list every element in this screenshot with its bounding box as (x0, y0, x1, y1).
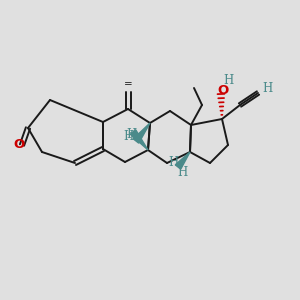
Text: H: H (223, 74, 233, 86)
Text: H: H (262, 82, 272, 94)
Polygon shape (133, 123, 150, 143)
Polygon shape (130, 130, 148, 150)
Text: O: O (218, 83, 229, 97)
Text: H: H (123, 130, 133, 143)
Text: O: O (14, 139, 25, 152)
Text: H: H (168, 155, 178, 169)
Text: H: H (177, 166, 187, 178)
Text: H: H (126, 128, 136, 142)
Text: =: = (124, 79, 132, 89)
Polygon shape (175, 152, 190, 169)
